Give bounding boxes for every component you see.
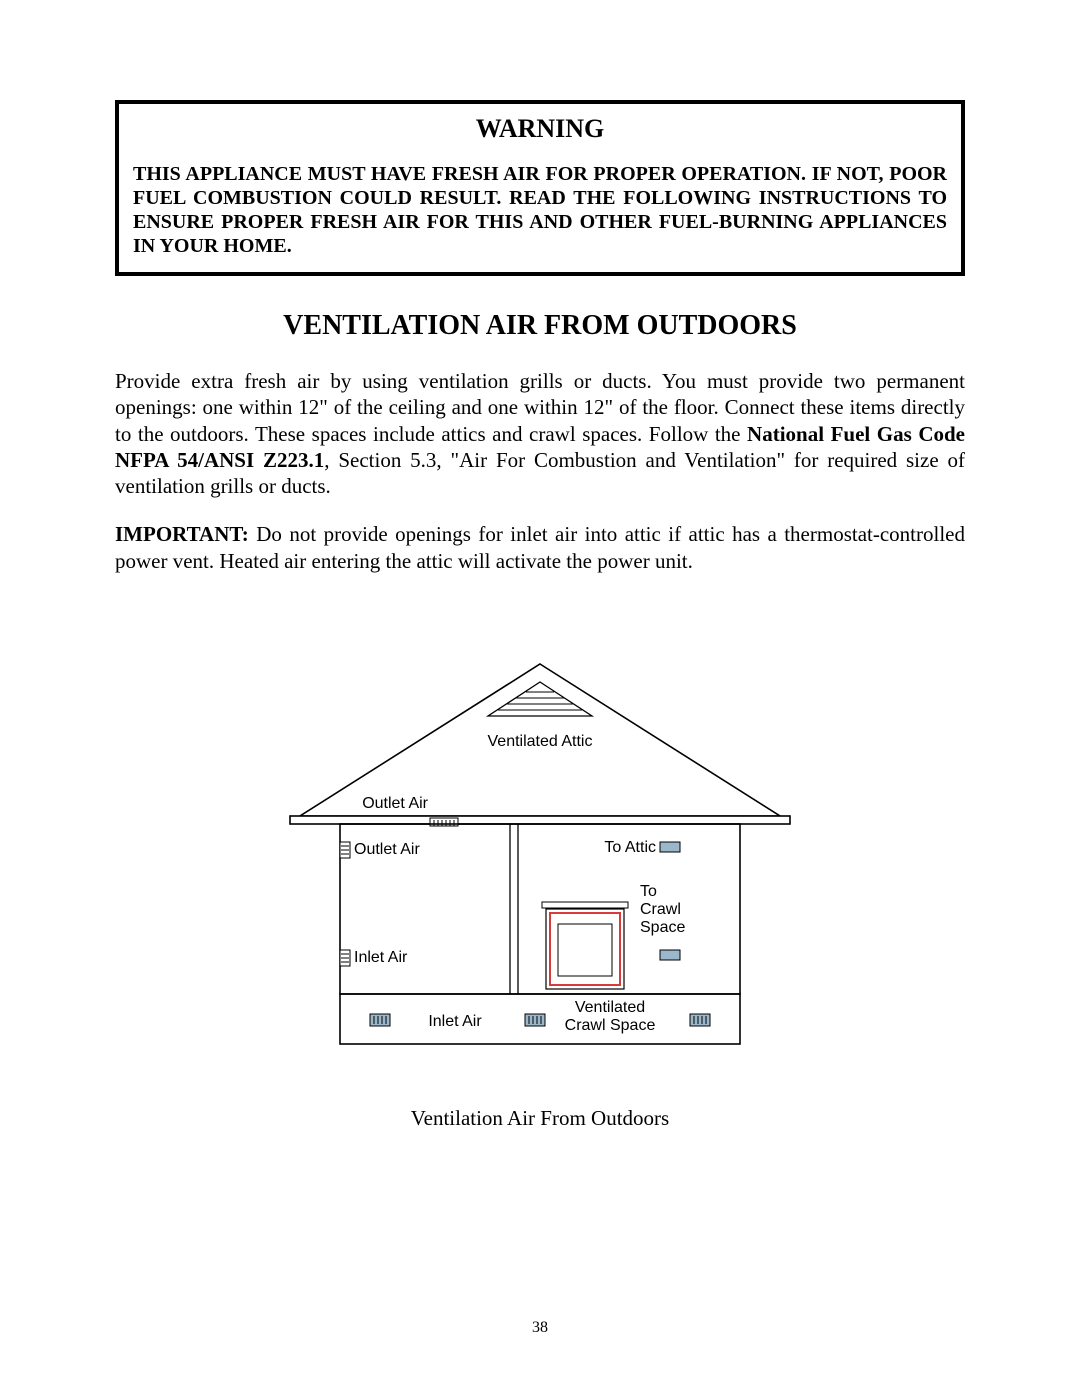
- vent-bottom-1: [370, 1014, 390, 1026]
- label-inlet-air-side: Inlet Air: [354, 949, 408, 966]
- label-ventilated-attic: Ventilated Attic: [488, 733, 593, 750]
- para2-bold: IMPORTANT:: [115, 522, 249, 546]
- label-tcs-3: Space: [640, 919, 685, 936]
- label-tcs-2: Crawl: [640, 901, 681, 918]
- diagram-caption: Ventilation Air From Outdoors: [411, 1106, 669, 1131]
- vent-to-crawl: [660, 950, 680, 960]
- warning-box: WARNING THIS APPLIANCE MUST HAVE FRESH A…: [115, 100, 965, 276]
- house-diagram-svg: Ventilated Attic Outlet Air Outlet Air T…: [280, 654, 800, 1084]
- vent-bottom-3: [690, 1014, 710, 1026]
- eave: [290, 816, 790, 824]
- section-title: VENTILATION AIR FROM OUTDOORS: [115, 310, 965, 342]
- label-vcs-1: Ventilated: [575, 999, 645, 1016]
- page-number: 38: [0, 1319, 1080, 1337]
- para-1: Provide extra fresh air by using ventila…: [115, 368, 965, 499]
- warning-text: THIS APPLIANCE MUST HAVE FRESH AIR FOR P…: [133, 162, 947, 258]
- label-inlet-air-bottom: Inlet Air: [428, 1013, 482, 1030]
- ventilation-diagram: Ventilated Attic Outlet Air Outlet Air T…: [115, 654, 965, 1131]
- label-outlet-air-top: Outlet Air: [362, 795, 428, 812]
- label-tcs-1: To: [640, 883, 657, 900]
- label-vcs-2: Crawl Space: [565, 1017, 656, 1034]
- label-outlet-air-side: Outlet Air: [354, 841, 420, 858]
- fireplace-glass: [558, 924, 612, 976]
- warning-title: WARNING: [133, 114, 947, 144]
- vent-to-attic: [660, 842, 680, 852]
- label-to-attic: To Attic: [604, 839, 656, 856]
- fireplace-mantel: [542, 902, 628, 908]
- para-2: IMPORTANT: Do not provide openings for i…: [115, 521, 965, 574]
- vent-bottom-2: [525, 1014, 545, 1026]
